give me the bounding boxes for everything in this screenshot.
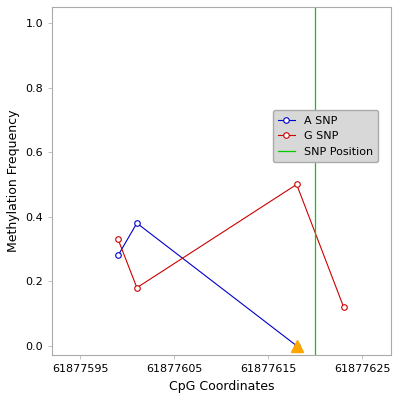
G SNP (134, 285, 139, 290)
G SNP (294, 182, 299, 187)
Legend: A SNP, G SNP, SNP Position: A SNP, G SNP, SNP Position (272, 110, 378, 162)
A SNP (116, 253, 120, 258)
Line: A SNP: A SNP (115, 220, 300, 348)
Y-axis label: Methylation Frequency: Methylation Frequency (7, 110, 20, 252)
Line: G SNP: G SNP (115, 182, 346, 310)
X-axis label: CpG Coordinates: CpG Coordinates (169, 380, 274, 393)
A SNP (134, 221, 139, 226)
G SNP (341, 305, 346, 310)
G SNP (116, 237, 120, 242)
A SNP (294, 343, 299, 348)
